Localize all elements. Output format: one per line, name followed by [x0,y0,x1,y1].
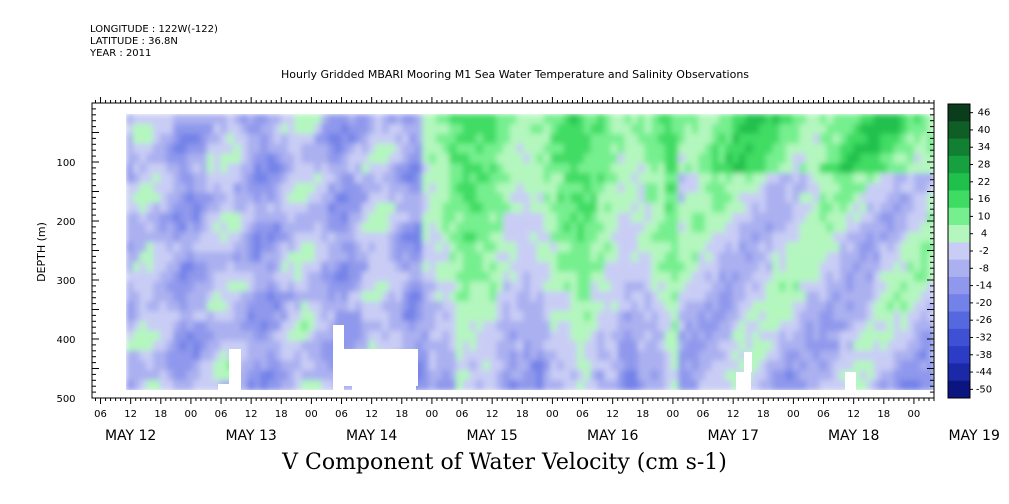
x-hour-tick-label: 18 [877,409,890,420]
colorbar-label: -8 [979,263,989,274]
x-hour-tick-label: 12 [727,409,740,420]
colorbar-label: 40 [978,125,991,136]
colorbar-swatch [948,311,970,330]
colorbar-swatch [948,259,970,278]
x-hour-tick-label: 00 [546,409,559,420]
colorbar-label: 10 [978,211,991,222]
x-hour-tick-label: 12 [124,409,137,420]
y-axis-label: DEPTH (m) [35,222,48,282]
x-hour-tick-label: 18 [154,409,167,420]
colorbar-swatch [948,138,970,157]
data-gaps [218,325,856,390]
x-hour-tick-label: 00 [185,409,198,420]
x-day-label: MAY 12 [105,428,156,444]
x-hour-tick-label: 06 [456,409,469,420]
colorbar-label: -50 [976,384,992,395]
x-day-label: MAY 13 [225,428,276,444]
colorbar-label: 46 [978,108,991,119]
x-hour-tick-label: 00 [787,409,800,420]
x-hour-tick-label: 12 [486,409,499,420]
colorbar-swatch [948,242,970,261]
colorbar-label: 28 [978,160,991,171]
x-hour-tick-label: 06 [817,409,830,420]
colorbar-swatch [948,380,970,399]
x-hour-tick-label: 18 [275,409,288,420]
x-day-label: MAY 17 [707,428,758,444]
colorbar-swatch [948,328,970,347]
colorbar-swatch [948,225,970,243]
colorbar-label: -44 [976,367,992,378]
colorbar-swatch [948,190,970,209]
x-hour-tick-label: 00 [667,409,680,420]
y-tick-label: 500 [56,394,75,405]
colorbar-label: -26 [976,315,992,326]
x-hour-tick-label: 00 [305,409,318,420]
colorbar-label: -32 [976,332,992,343]
x-hour-tick-label: 12 [245,409,258,420]
x-day-label: MAY 15 [466,428,517,444]
chart-title: V Component of Water Velocity (cm s-1) [282,450,727,475]
x-hour-tick-label: 18 [516,409,529,420]
y-tick-label: 300 [56,276,75,287]
colorbar-label: -20 [976,298,992,309]
x-hour-tick-label: 18 [636,409,649,420]
velocity-field [126,114,934,390]
x-hour-tick-label: 06 [335,409,348,420]
colorbar-swatch [948,121,970,140]
colorbar-swatch [948,346,970,364]
x-hour-tick-label: 06 [697,409,710,420]
x-day-label: MAY 19 [948,428,999,444]
x-day-label: MAY 18 [828,428,879,444]
colorbar-swatch [948,276,970,295]
colorbar-swatch [948,363,970,382]
colorbar-swatch [948,155,970,174]
colorbar: 46 40 34 28 22 16 10 4 -2 -8 -14 -20 -26 -32 -38 -44 -50 [947,103,992,399]
x-hour-tick-label: 12 [606,409,619,420]
plot-title: Hourly Gridded MBARI Mooring M1 Sea Wate… [280,68,750,81]
colorbar-label: 16 [978,194,991,205]
x-hour-tick-label: 12 [847,409,860,420]
latitude-label: LATITUDE : 36.8N [90,36,178,47]
colorbar-swatch [948,104,970,122]
x-hour-tick-label: 06 [94,409,107,420]
colorbar-label: 22 [978,177,991,188]
y-tick-label: 400 [56,335,75,346]
x-day-label: MAY 16 [587,428,638,444]
x-hour-tick-label: 18 [757,409,770,420]
x-hour-tick-label: 06 [576,409,589,420]
x-hour-tick-label: 06 [215,409,228,420]
x-hour-tick-label: 12 [365,409,378,420]
y-tick-label: 200 [56,217,75,228]
colorbar-label: 4 [981,229,987,240]
x-hour-tick-label: 00 [908,409,921,420]
y-tick-label: 100 [56,158,75,169]
year-label: YEAR : 2011 [90,48,152,59]
colorbar-swatch [948,294,970,313]
colorbar-label: -14 [976,281,992,292]
longitude-label: LONGITUDE : 122W(-122) [90,24,218,35]
colorbar-swatch [948,207,970,226]
colorbar-label: -38 [976,350,992,361]
x-hour-tick-label: 00 [426,409,439,420]
colorbar-label: -2 [979,246,989,257]
colorbar-label: 34 [978,142,991,153]
x-hour-tick-label: 18 [395,409,408,420]
x-day-label: MAY 14 [346,428,397,444]
colorbar-swatch [948,173,970,191]
